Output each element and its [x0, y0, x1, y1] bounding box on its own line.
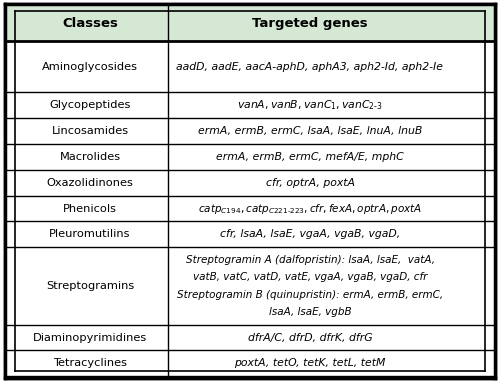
Text: Diaminopyrimidines: Diaminopyrimidines — [33, 333, 147, 343]
FancyBboxPatch shape — [5, 4, 495, 378]
FancyBboxPatch shape — [5, 144, 495, 170]
Text: Phenicols: Phenicols — [63, 204, 117, 214]
Text: cfr, optrA, poxtA: cfr, optrA, poxtA — [266, 178, 354, 188]
Text: Tetracyclines: Tetracyclines — [53, 358, 127, 368]
FancyBboxPatch shape — [5, 350, 495, 376]
Text: Macrolides: Macrolides — [60, 152, 120, 162]
FancyBboxPatch shape — [5, 196, 495, 222]
Text: aadD, aadE, aacA-aphD, aphA3, aph2-Id, aph2-Ie: aadD, aadE, aacA-aphD, aphA3, aph2-Id, a… — [176, 62, 444, 72]
Text: Lincosamides: Lincosamides — [52, 126, 128, 136]
FancyBboxPatch shape — [5, 118, 495, 144]
Text: lsaA, lsaE, vgbB: lsaA, lsaE, vgbB — [268, 307, 351, 317]
Text: Pleuromutilins: Pleuromutilins — [49, 229, 131, 240]
Text: Glycopeptides: Glycopeptides — [50, 100, 130, 110]
Text: Oxazolidinones: Oxazolidinones — [46, 178, 134, 188]
FancyBboxPatch shape — [5, 247, 495, 325]
FancyBboxPatch shape — [5, 325, 495, 350]
Text: ermA, ermB, ermC, lsaA, lsaE, lnuA, lnuB: ermA, ermB, ermC, lsaA, lsaE, lnuA, lnuB — [198, 126, 422, 136]
Text: poxtA, tetO, tetK, tetL, tetM: poxtA, tetO, tetK, tetL, tetM — [234, 358, 386, 368]
Text: dfrA/C, dfrD, dfrK, dfrG: dfrA/C, dfrD, dfrK, dfrG — [248, 333, 372, 343]
FancyBboxPatch shape — [5, 41, 495, 92]
Text: Streptogramin A (dalfopristin): lsaA, lsaE,  vatA,: Streptogramin A (dalfopristin): lsaA, ls… — [186, 255, 434, 265]
Text: ermA, ermB, ermC, mefA/E, mphC: ermA, ermB, ermC, mefA/E, mphC — [216, 152, 404, 162]
Text: cfr, lsaA, lsaE, vgaA, vgaB, vgaD,: cfr, lsaA, lsaE, vgaA, vgaB, vgaD, — [220, 229, 400, 240]
Text: vatB, vatC, vatD, vatE, vgaA, vgaB, vgaD, cfr: vatB, vatC, vatD, vatE, vgaA, vgaB, vgaD… — [193, 272, 427, 282]
Text: Targeted genes: Targeted genes — [252, 17, 368, 30]
FancyBboxPatch shape — [5, 92, 495, 118]
FancyBboxPatch shape — [5, 222, 495, 247]
Text: Aminoglycosides: Aminoglycosides — [42, 62, 138, 72]
Text: $\it{catp}$$\it{_{C194}}$$\it{, catp}$$\it{_{C221\text{-}223}}$$\it{, cfr, fexA,: $\it{catp}$$\it{_{C194}}$$\it{, catp}$$\… — [198, 202, 422, 215]
Text: Streptogramins: Streptogramins — [46, 281, 134, 291]
Text: Classes: Classes — [62, 17, 118, 30]
Text: Streptogramin B (quinupristin): ermA, ermB, ermC,: Streptogramin B (quinupristin): ermA, er… — [177, 290, 443, 299]
FancyBboxPatch shape — [5, 170, 495, 196]
Text: $\it{vanA, vanB, vanC_1, vanC_{2\text{-}3}}$: $\it{vanA, vanB, vanC_1, vanC_{2\text{-}… — [237, 99, 383, 112]
FancyBboxPatch shape — [5, 6, 495, 41]
